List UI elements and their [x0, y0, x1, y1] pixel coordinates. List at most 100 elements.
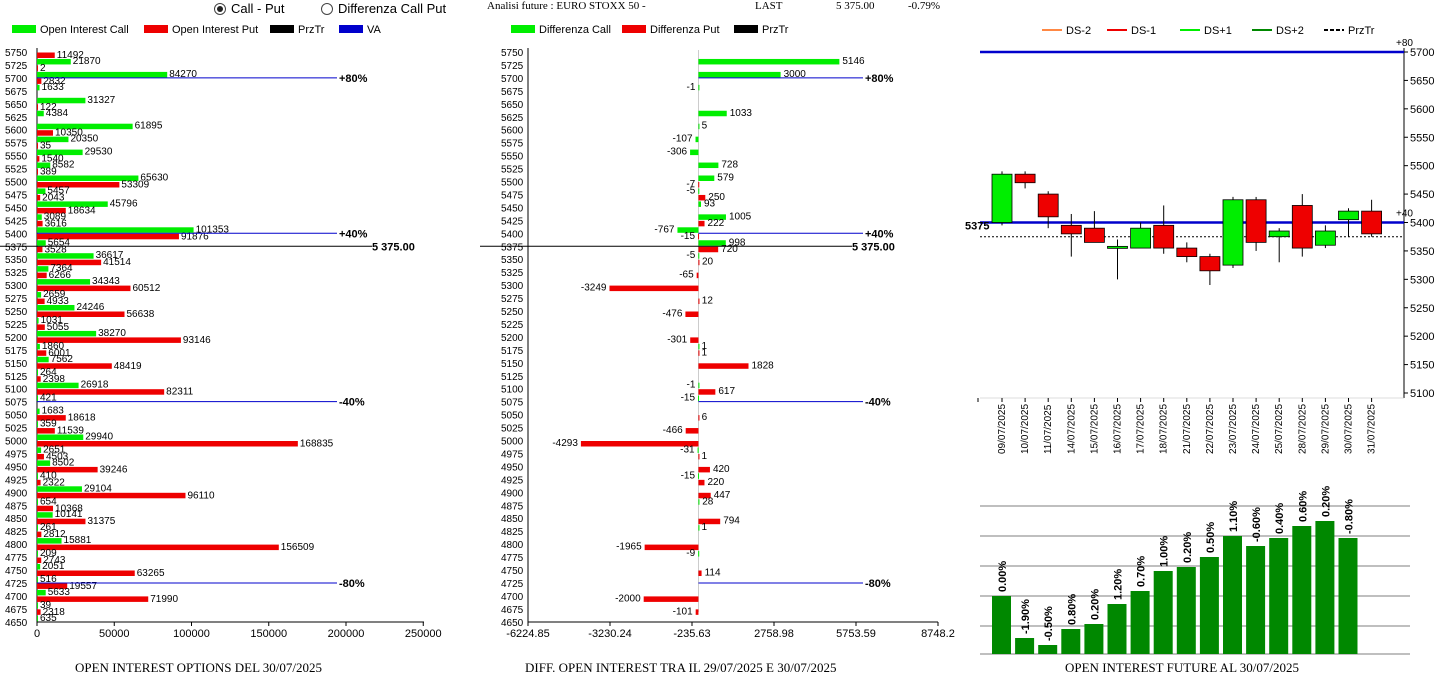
- x-tick-label: 150000: [250, 628, 287, 640]
- put-value-label: 11539: [57, 426, 85, 437]
- diff-put-bar: [698, 350, 700, 356]
- strike-label: 5175: [5, 346, 28, 357]
- call-value-label: 654: [40, 496, 57, 507]
- put-value-label: 2743: [43, 555, 66, 566]
- call-value-label: 1633: [42, 82, 65, 93]
- candle-body: [1291, 205, 1313, 249]
- y-tick-label: 5300: [1410, 274, 1434, 286]
- analysis-label: Analisi future : EURO STOXX 50 -: [487, 0, 646, 12]
- strike-label: 5700: [5, 74, 28, 85]
- date-label: 15/07/2025: [1089, 404, 1100, 454]
- call-value-label: 21870: [73, 56, 101, 67]
- call-value-label: 1683: [42, 406, 65, 417]
- put-value-label: 71990: [150, 594, 178, 605]
- future-bar-label: 0.40%: [1274, 503, 1286, 534]
- x-tick-label: 200000: [328, 628, 365, 640]
- put-bar: [37, 363, 112, 369]
- y-tick-label: 5650: [1410, 75, 1434, 87]
- strike-label: 5750: [501, 48, 524, 59]
- diff-put-bar-label: -65: [679, 270, 694, 281]
- date-label: 17/07/2025: [1136, 404, 1147, 454]
- call-bar: [37, 71, 168, 78]
- put-value-label: 19557: [69, 581, 97, 592]
- strike-label: 5125: [501, 372, 524, 383]
- diff-put-bar-label: 114: [705, 568, 721, 579]
- candle-body: [1361, 210, 1383, 235]
- x-tick-label: 50000: [99, 628, 130, 640]
- diff-call-bar-label: 1033: [730, 108, 753, 119]
- call-bar: [37, 486, 82, 492]
- radio-diff[interactable]: Differenza Call Put: [321, 1, 446, 16]
- put-bar: [37, 182, 120, 188]
- put-bar: [37, 298, 45, 305]
- call-value-label: 36617: [96, 250, 124, 261]
- diff-call-bar-label: 5: [702, 121, 708, 132]
- diff-call-bar: [698, 58, 840, 65]
- call-bar: [37, 382, 79, 389]
- diff-call-bar-label: 1: [701, 341, 707, 352]
- put-value-label: 4933: [47, 296, 70, 307]
- put-value-label: 63265: [137, 568, 165, 579]
- strike-label: 5475: [5, 190, 28, 201]
- strike-label: 5725: [501, 61, 524, 72]
- future-bar-label: 1.00%: [1159, 536, 1171, 567]
- diff-put-bar-label: -476: [662, 309, 682, 320]
- call-bar: [37, 589, 46, 596]
- strike-label: 5200: [501, 333, 524, 344]
- call-value-label: 1031: [41, 315, 64, 326]
- put-value-label: 1540: [41, 154, 64, 165]
- future-bar: [1223, 536, 1242, 654]
- put-value-label: 41514: [103, 257, 131, 268]
- radio-call-put[interactable]: Call - Put: [214, 1, 284, 16]
- call-bar: [37, 564, 41, 570]
- last-change: -0.79%: [908, 0, 941, 12]
- diff-call-bar: [698, 499, 700, 505]
- diff-put-bar-label: 250: [708, 192, 725, 203]
- future-bar: [1338, 538, 1358, 654]
- strike-label: 5325: [501, 268, 524, 279]
- future-bar: [1269, 538, 1289, 654]
- diff-call-bar-label: 3000: [784, 69, 807, 80]
- diff-put-bar-label: 447: [714, 490, 731, 501]
- date-label: 30/07/2025: [1344, 404, 1355, 454]
- legend-label: DS-1: [1131, 25, 1156, 37]
- price-line-label: 5 375.00: [372, 241, 415, 253]
- diff-call-bar: [698, 84, 700, 91]
- put-bar: [37, 531, 42, 538]
- call-bar: [37, 434, 84, 440]
- put-value-label: 48419: [114, 361, 142, 372]
- diff-put-bar-label: 794: [723, 516, 740, 527]
- strike-label: 5150: [5, 359, 28, 370]
- call-bar: [37, 395, 38, 402]
- future-bar-label: -0.80%: [1344, 499, 1356, 534]
- strike-label: 5600: [5, 126, 28, 137]
- call-value-label: 209: [40, 548, 57, 559]
- put-value-label: 56638: [127, 309, 155, 320]
- put-bar: [37, 246, 43, 253]
- diff-put-bar-label: -1965: [616, 542, 642, 553]
- strike-label: 5550: [501, 152, 524, 163]
- last-label: LAST: [755, 0, 783, 12]
- diff-call-bar: [698, 162, 719, 169]
- put-value-label: 96110: [187, 490, 215, 501]
- put-value-label: 11492: [57, 50, 85, 61]
- diff-put-bar: [698, 194, 706, 201]
- diff-put-bar-label: -4293: [552, 438, 578, 449]
- diff-put-bar-label: 1: [701, 347, 707, 358]
- call-value-label: 29940: [85, 432, 113, 443]
- last-value: 5 375.00: [836, 0, 875, 12]
- date-label: 21/07/2025: [1182, 404, 1193, 454]
- call-value-label: 359: [40, 419, 57, 430]
- date-label: 31/07/2025: [1367, 404, 1378, 454]
- put-value-label: 18618: [68, 413, 96, 424]
- put-value-label: 93146: [183, 335, 211, 346]
- candle-body: [1014, 173, 1036, 184]
- date-label: 23/07/2025: [1228, 404, 1239, 454]
- diff-call-bar: [695, 136, 699, 143]
- put-value-label: 82311: [166, 387, 194, 398]
- call-value-label: 3089: [44, 211, 67, 222]
- va-label: -80%: [865, 578, 891, 590]
- strike-label: 4925: [501, 475, 524, 486]
- call-bar: [37, 292, 42, 298]
